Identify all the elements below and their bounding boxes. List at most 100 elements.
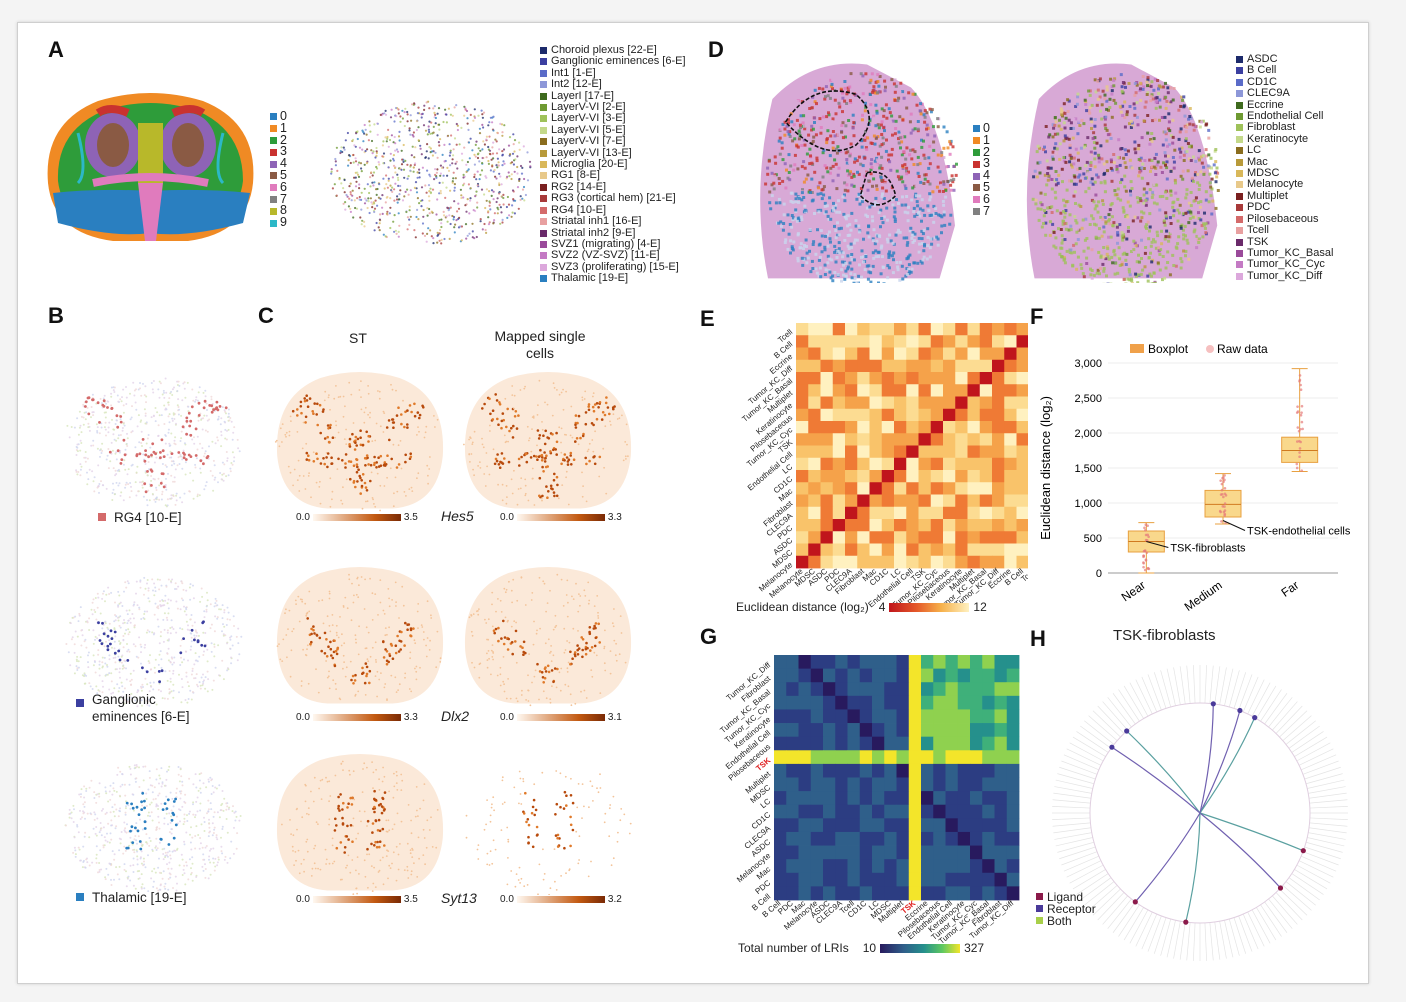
bg-cell-dot <box>177 773 180 776</box>
cell-dot <box>373 181 376 184</box>
expression-dot <box>592 409 596 413</box>
expression-dot <box>542 470 545 473</box>
cell-dot <box>478 127 481 130</box>
expression-dot <box>554 813 557 816</box>
spot <box>936 117 940 121</box>
expression-dot <box>494 457 498 461</box>
spot <box>802 114 806 118</box>
cell-dot <box>466 234 469 237</box>
expression-dot <box>300 680 303 682</box>
expression-dot <box>343 846 347 849</box>
expression-dot <box>483 828 486 831</box>
expression-dot <box>507 440 509 443</box>
spot <box>905 166 909 170</box>
expression-dot <box>543 873 546 875</box>
highlight-cell-dot <box>160 438 164 442</box>
bg-cell-dot <box>77 433 80 436</box>
bg-cell-dot <box>190 640 193 643</box>
bg-cell-dot <box>139 382 141 384</box>
spot <box>948 152 952 156</box>
legend-swatch <box>540 218 547 226</box>
bg-cell-dot <box>95 685 98 688</box>
legend-item: LayerV-VI [7-E] <box>540 135 700 147</box>
bg-cell-dot <box>91 601 94 604</box>
expression-dot <box>356 437 360 441</box>
expression-dot <box>425 846 428 849</box>
expression-dot <box>523 387 526 390</box>
bg-cell-dot <box>193 442 196 445</box>
spot <box>921 208 925 212</box>
bg-cell-dot <box>158 653 161 656</box>
spot <box>816 192 820 196</box>
expression-dot <box>567 661 570 664</box>
bg-cell-dot <box>146 700 149 703</box>
expression-dot <box>410 690 413 693</box>
expression-dot <box>505 425 508 429</box>
bg-cell-dot <box>139 856 142 859</box>
bg-cell-dot <box>198 681 201 684</box>
expression-dot <box>490 649 493 652</box>
expression-dot <box>393 492 395 495</box>
cell-dot <box>452 218 455 221</box>
expression-dot <box>416 809 418 812</box>
spot <box>897 137 900 141</box>
expression-dot <box>593 403 597 406</box>
expression-dot <box>398 683 401 686</box>
gene-syt13: Syt13 <box>441 890 477 906</box>
spot <box>864 101 867 105</box>
cell-dot <box>402 168 406 171</box>
bg-cell-dot <box>155 826 158 829</box>
bg-cell-dot <box>235 815 238 818</box>
bg-cell-dot <box>146 842 149 845</box>
expression-dot <box>376 829 380 832</box>
expression-dot <box>497 626 500 630</box>
cell-dot <box>339 151 342 155</box>
spot <box>838 210 842 214</box>
cell-dot <box>465 237 468 240</box>
bg-cell-dot <box>126 700 129 703</box>
expression-dot <box>387 819 390 822</box>
bg-cell-dot <box>95 857 98 860</box>
expression-dot <box>349 460 353 463</box>
bg-cell-dot <box>83 673 86 676</box>
spot <box>837 241 841 245</box>
spot <box>805 261 809 265</box>
bg-cell-dot <box>137 414 140 417</box>
expression-dot <box>508 580 510 583</box>
bg-cell-dot <box>160 666 163 669</box>
highlight-cell-dot <box>106 648 110 652</box>
expression-dot <box>568 868 571 871</box>
bg-cell-dot <box>168 397 171 400</box>
bg-cell-dot <box>78 426 81 429</box>
bg-cell-dot <box>142 686 144 688</box>
expression-dot <box>492 651 494 653</box>
cell-dot <box>431 150 434 153</box>
expression-dot <box>623 813 626 816</box>
spot <box>866 215 869 218</box>
bg-cell-dot <box>189 689 192 692</box>
spot <box>780 224 783 228</box>
bg-cell-dot <box>111 850 114 853</box>
expression-dot <box>306 648 308 651</box>
expression-dot <box>395 782 398 784</box>
bg-cell-dot <box>196 448 199 451</box>
expression-dot <box>319 431 322 435</box>
legend-swatch <box>270 160 277 168</box>
expression-dot <box>360 576 363 578</box>
spot <box>803 127 807 131</box>
spot <box>831 279 835 283</box>
cell-dot <box>374 199 377 202</box>
spot <box>823 201 827 205</box>
expression-dot <box>388 864 391 867</box>
expression-dot <box>373 805 376 809</box>
spot <box>840 250 844 254</box>
expression-dot <box>624 661 627 664</box>
expression-dot <box>491 803 493 806</box>
bg-cell-dot <box>163 604 166 607</box>
bg-cell-dot <box>159 600 162 603</box>
expression-dot <box>365 665 369 669</box>
bg-cell-dot <box>197 789 200 792</box>
cell-dot <box>364 149 367 153</box>
expression-dot <box>377 818 381 822</box>
cell-dot <box>436 112 439 115</box>
